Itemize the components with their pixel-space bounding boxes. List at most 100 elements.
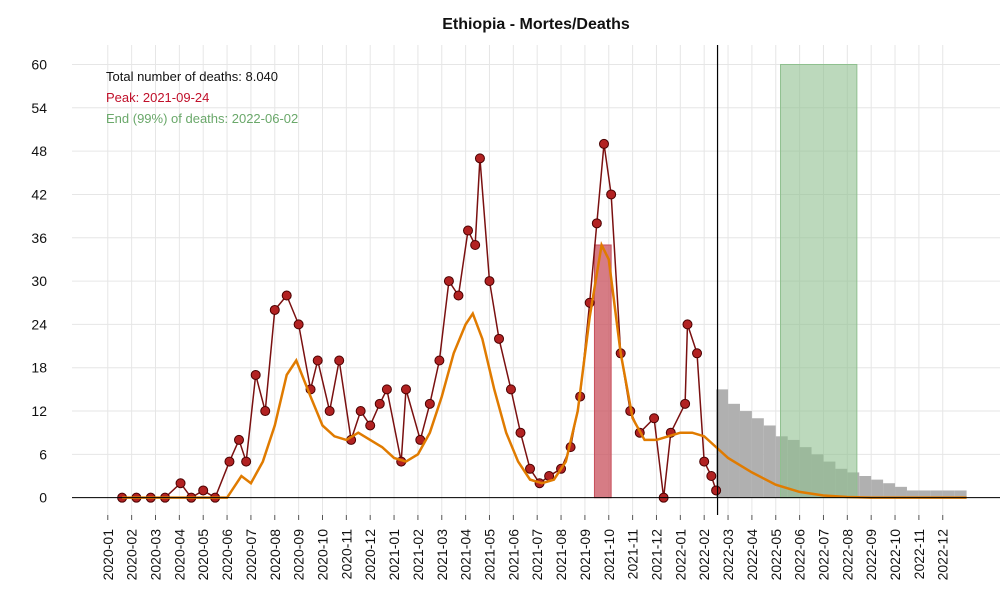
smooth-line bbox=[122, 240, 967, 499]
data-point bbox=[281, 290, 292, 301]
data-point bbox=[591, 218, 602, 229]
y-tick-label: 60 bbox=[31, 56, 47, 72]
x-tick-label: 2021-02 bbox=[410, 529, 426, 581]
forecast-bar bbox=[871, 479, 884, 498]
data-point bbox=[711, 485, 722, 496]
data-point bbox=[484, 276, 495, 287]
x-tick-label: 2020-04 bbox=[171, 529, 187, 581]
y-tick-label: 24 bbox=[31, 316, 47, 332]
data-point bbox=[434, 355, 445, 366]
forecast-bar bbox=[716, 389, 729, 498]
data-point bbox=[474, 153, 485, 164]
y-tick-label: 0 bbox=[39, 490, 47, 506]
data-point bbox=[692, 348, 703, 359]
x-tick-label: 2020-03 bbox=[147, 529, 163, 581]
data-point bbox=[606, 189, 617, 200]
chart-title: Ethiopia - Mortes/Deaths bbox=[442, 16, 630, 33]
x-tick-label: 2022-03 bbox=[720, 529, 736, 581]
data-point bbox=[324, 406, 335, 417]
x-tick-label: 2022-10 bbox=[887, 529, 903, 581]
data-point bbox=[198, 485, 209, 496]
forecast-bar bbox=[883, 483, 896, 498]
x-tick-label: 2022-08 bbox=[839, 529, 855, 581]
x-tick-label: 2021-09 bbox=[577, 529, 593, 581]
x-tick-label: 2020-11 bbox=[338, 529, 354, 580]
annotation: End (99%) of deaths: 2022-06-02 bbox=[106, 111, 298, 126]
data-point bbox=[494, 333, 505, 344]
data-point bbox=[505, 384, 516, 395]
x-tick-label: 2020-05 bbox=[195, 529, 211, 581]
data-point bbox=[463, 225, 474, 236]
data-point bbox=[365, 420, 376, 431]
y-tick-label: 6 bbox=[39, 446, 47, 462]
forecast-bar bbox=[739, 411, 752, 498]
x-tick-label: 2020-09 bbox=[291, 529, 307, 581]
x-tick-label: 2021-04 bbox=[458, 529, 474, 581]
end-band bbox=[780, 63, 858, 499]
data-point bbox=[470, 239, 481, 250]
x-tick-label: 2021-07 bbox=[529, 529, 545, 581]
data-point bbox=[250, 369, 261, 380]
data-point bbox=[233, 434, 244, 445]
data-point bbox=[699, 456, 710, 467]
data-point bbox=[424, 398, 435, 409]
x-tick-label: 2022-01 bbox=[672, 529, 688, 581]
x-tick-label: 2021-12 bbox=[648, 529, 664, 581]
y-tick-label: 30 bbox=[31, 273, 47, 289]
x-tick-label: 2022-04 bbox=[744, 529, 760, 581]
data-point bbox=[374, 398, 385, 409]
forecast-bar bbox=[728, 403, 740, 498]
data-point bbox=[453, 290, 464, 301]
x-tick-label: 2020-12 bbox=[362, 529, 378, 581]
y-tick-label: 54 bbox=[31, 100, 47, 116]
data-point bbox=[598, 138, 609, 149]
data-point bbox=[334, 355, 345, 366]
peak-band bbox=[593, 244, 612, 499]
y-tick-label: 12 bbox=[31, 403, 47, 419]
y-tick-label: 42 bbox=[31, 186, 47, 202]
x-tick-label: 2022-06 bbox=[792, 529, 808, 581]
forecast-bar bbox=[763, 425, 776, 498]
data-point bbox=[293, 319, 304, 330]
x-tick-label: 2022-11 bbox=[911, 529, 927, 580]
data-point bbox=[515, 427, 526, 438]
data-point bbox=[381, 384, 392, 395]
x-tick-label: 2021-08 bbox=[553, 529, 569, 581]
data-point bbox=[175, 478, 186, 489]
y-tick-label: 18 bbox=[31, 360, 47, 376]
data-point bbox=[400, 384, 411, 395]
x-tick-label: 2021-10 bbox=[601, 529, 617, 581]
x-tick-label: 2021-03 bbox=[434, 529, 450, 581]
data-point bbox=[443, 276, 454, 287]
x-tick-label: 2022-05 bbox=[768, 529, 784, 581]
x-tick-label: 2022-02 bbox=[696, 529, 712, 581]
data-point bbox=[260, 406, 271, 417]
x-tick-label: 2022-07 bbox=[815, 529, 831, 581]
forecast-bar bbox=[942, 490, 955, 498]
x-tick-label: 2022-12 bbox=[935, 529, 951, 581]
x-tick-label: 2020-07 bbox=[243, 529, 259, 581]
x-tick-label: 2020-02 bbox=[124, 529, 140, 581]
forecast-bar bbox=[906, 490, 919, 498]
data-point bbox=[224, 456, 235, 467]
x-tick-label: 2022-09 bbox=[863, 529, 879, 581]
forecast-bar bbox=[930, 490, 943, 498]
data-point bbox=[680, 398, 691, 409]
annotation: Total number of deaths: 8.040 bbox=[106, 69, 278, 84]
x-tick-label: 2021-11 bbox=[625, 529, 641, 580]
forecast-bar bbox=[918, 490, 931, 498]
x-tick-label: 2021-06 bbox=[505, 529, 521, 581]
x-tick-label: 2020-06 bbox=[219, 529, 235, 581]
x-tick-label: 2020-08 bbox=[267, 529, 283, 581]
x-tick-label: 2021-05 bbox=[481, 529, 497, 581]
data-point bbox=[525, 463, 536, 474]
data-point bbox=[312, 355, 323, 366]
y-tick-label: 36 bbox=[31, 230, 47, 246]
forecast-bar bbox=[895, 486, 907, 498]
forecast-bar bbox=[954, 490, 967, 498]
y-tick-label: 48 bbox=[31, 143, 47, 159]
forecast-bar bbox=[859, 476, 872, 498]
forecast-bar bbox=[751, 418, 764, 498]
x-tick-label: 2020-10 bbox=[314, 529, 330, 581]
